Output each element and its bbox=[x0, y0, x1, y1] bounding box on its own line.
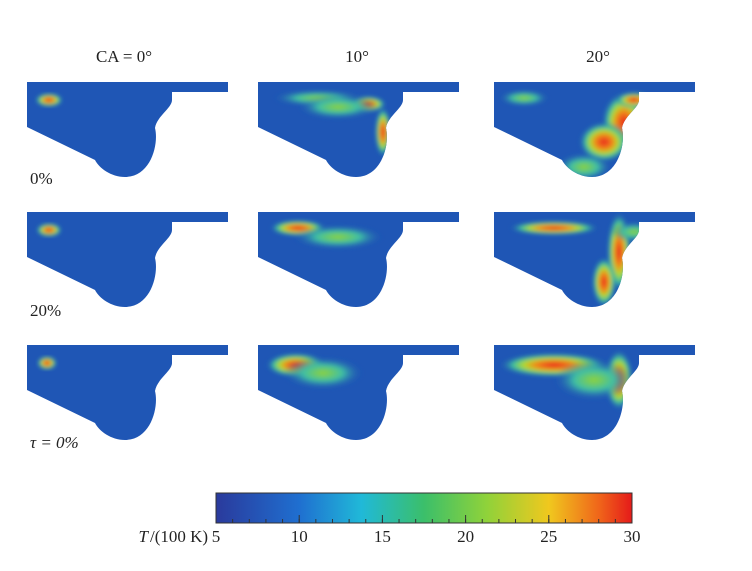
temperature-blob bbox=[37, 356, 57, 370]
contour-panels bbox=[27, 82, 695, 440]
temperature-blob bbox=[298, 95, 378, 119]
contour-panel bbox=[258, 82, 459, 177]
colorbar-tick-label: 25 bbox=[540, 527, 557, 546]
colorbar-tick-label: 15 bbox=[374, 527, 391, 546]
temperature-blob bbox=[499, 90, 549, 106]
row-label: 20% bbox=[30, 301, 61, 320]
temperature-blob bbox=[579, 122, 629, 162]
contour-panel bbox=[494, 82, 695, 177]
contour-panel bbox=[27, 82, 228, 177]
temperature-blob bbox=[36, 223, 62, 237]
column-header: 10° bbox=[345, 47, 369, 66]
contour-panel bbox=[258, 212, 459, 307]
hot-region bbox=[270, 220, 383, 249]
temperature-blob bbox=[283, 357, 363, 389]
contour-panel bbox=[258, 345, 459, 440]
colorbar-tick-label: 20 bbox=[457, 527, 474, 546]
hot-region bbox=[37, 356, 57, 370]
colorbar bbox=[215, 492, 633, 524]
colorbar-tick-label: 30 bbox=[624, 527, 641, 546]
column-header: 20° bbox=[586, 47, 610, 66]
temperature-blob bbox=[554, 360, 634, 400]
temperature-blob bbox=[509, 221, 599, 235]
contour-panel bbox=[27, 345, 228, 440]
temperature-blob bbox=[35, 93, 63, 107]
temperature-blob bbox=[293, 225, 383, 249]
hot-region bbox=[499, 350, 634, 410]
colorbar-tick-label: 10 bbox=[291, 527, 308, 546]
colorbar-label-unit: /(100 K) bbox=[150, 527, 208, 546]
row-label: τ = 0% bbox=[30, 433, 79, 452]
hot-region bbox=[35, 93, 63, 107]
temperature-blob bbox=[592, 257, 616, 307]
temperature-blob bbox=[375, 107, 391, 157]
temperature-blob bbox=[556, 153, 612, 177]
colorbar-tick-label: 5 bbox=[212, 527, 221, 546]
row-label: 0% bbox=[30, 169, 53, 188]
hot-region bbox=[266, 353, 363, 389]
contour-panel bbox=[494, 345, 695, 440]
contour-panel bbox=[27, 212, 228, 307]
contour-panel bbox=[494, 212, 695, 307]
temperature-blob bbox=[616, 92, 652, 108]
hot-region bbox=[36, 223, 62, 237]
domain bbox=[27, 345, 228, 440]
column-header: CA = 0° bbox=[96, 47, 152, 66]
colorbar-ticks: 5 10 15 20 25 30 bbox=[212, 515, 641, 546]
temperature-blob bbox=[612, 222, 656, 242]
hot-region bbox=[273, 90, 391, 157]
colorbar-label-symbol: T bbox=[139, 527, 150, 546]
